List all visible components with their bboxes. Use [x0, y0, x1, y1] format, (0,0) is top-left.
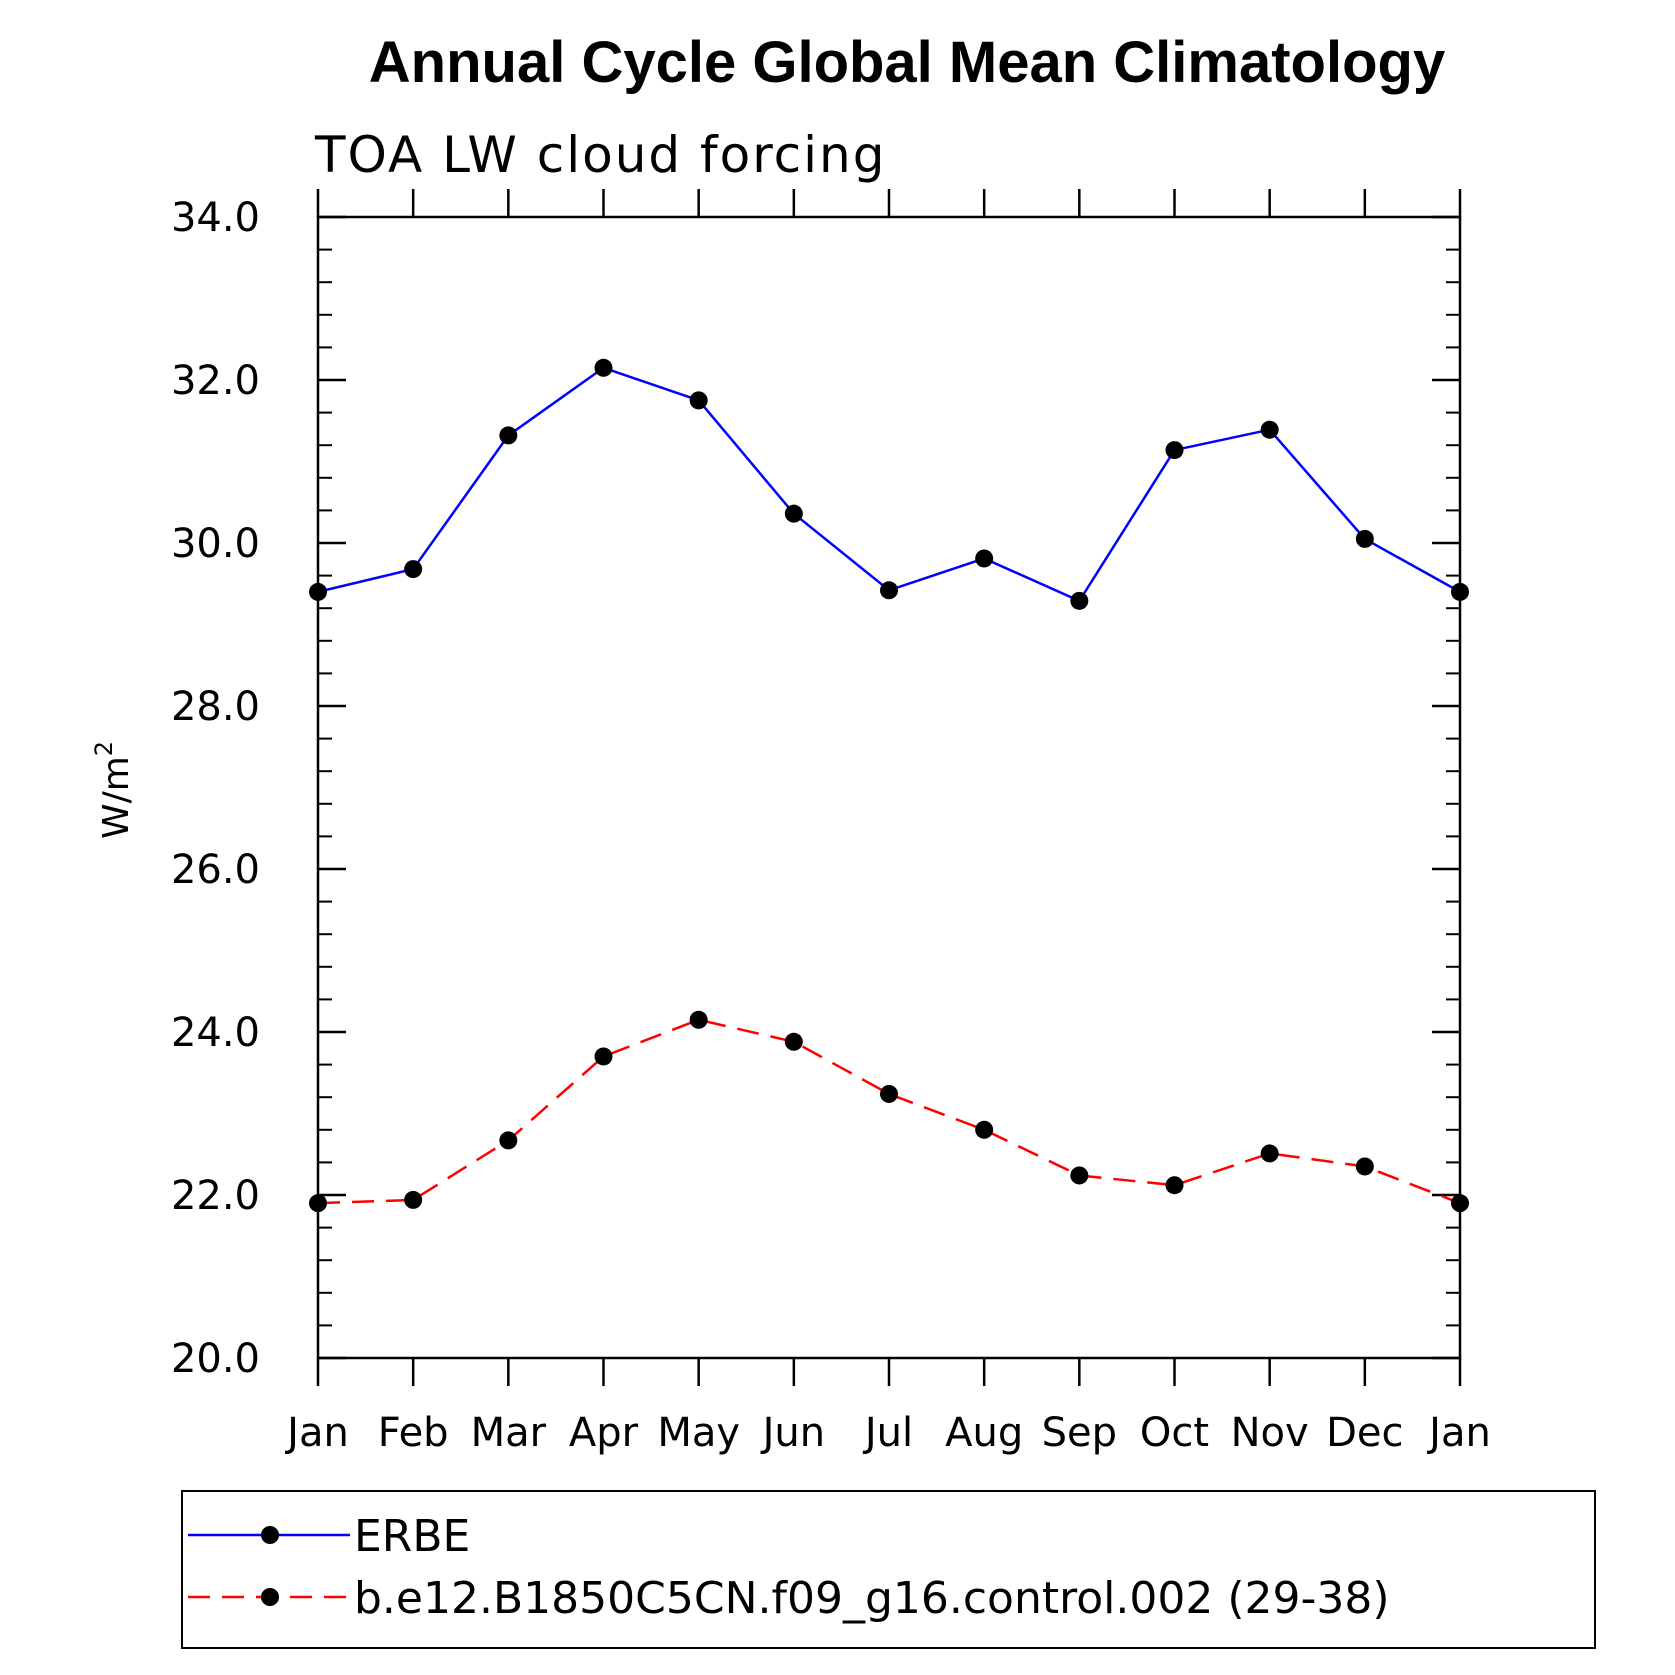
y-axis-label-base: W/m [96, 756, 137, 839]
x-tick-label: Dec [1326, 1410, 1403, 1456]
x-tick-label: Nov [1231, 1410, 1309, 1456]
data-point [784, 1032, 803, 1051]
data-point [784, 504, 803, 523]
data-point [880, 581, 898, 600]
series-layer [309, 358, 1469, 1213]
y-tick-label: 32.0 [171, 358, 260, 404]
data-point [499, 1131, 518, 1150]
legend-marker-2 [261, 1588, 279, 1606]
x-tick-label: Mar [471, 1410, 547, 1456]
data-point [1260, 1144, 1279, 1163]
data-point [309, 582, 327, 601]
legend-box [181, 1490, 1596, 1649]
y-tick-label: 34.0 [171, 195, 260, 241]
data-point [1260, 420, 1279, 439]
x-tick-label: Oct [1140, 1410, 1209, 1456]
data-point [309, 1194, 327, 1213]
x-tick-label: Apr [569, 1410, 639, 1456]
legend: ERBE b.e12.B1850C5CN.f09_g16.control.002 … [181, 1490, 1596, 1649]
data-point [404, 1190, 423, 1209]
x-tick-label: Jan [284, 1410, 349, 1456]
chart-subtitle: TOA LW cloud forcing [314, 126, 886, 184]
series-line-2 [317, 1018, 1461, 1205]
data-point [1451, 1194, 1469, 1213]
x-tick-label: Jun [760, 1410, 826, 1456]
y-tick-label: 22.0 [171, 1173, 260, 1219]
legend-label-2: b.e12.B1850C5CN.f09_g16.control.002 (29-… [354, 1573, 1390, 1624]
x-tick-label: Feb [378, 1410, 449, 1456]
y-tick-label: 20.0 [171, 1336, 260, 1382]
data-point [594, 1047, 613, 1066]
data-point [1070, 1166, 1089, 1185]
data-point [689, 1010, 708, 1029]
data-point [1451, 582, 1469, 601]
x-tick-label: Sep [1042, 1410, 1117, 1456]
data-point [1070, 591, 1089, 610]
data-point [1165, 1176, 1184, 1195]
y-axis-label-superscript: 2 [90, 741, 118, 756]
plot-frame [316, 215, 1462, 1360]
data-point [1355, 529, 1374, 548]
x-tick-label: Aug [945, 1410, 1023, 1456]
data-point [1165, 441, 1184, 460]
series-line-1 [317, 366, 1461, 603]
y-tick-label: 26.0 [171, 847, 260, 893]
data-point [880, 1084, 898, 1103]
y-tick-label: 28.0 [171, 684, 260, 730]
data-point [1355, 1157, 1374, 1176]
y-tick-label: 24.0 [171, 1010, 260, 1056]
data-point [404, 560, 423, 579]
data-point [689, 391, 708, 410]
x-tick-label: May [657, 1410, 740, 1456]
data-point [499, 426, 518, 445]
data-point [594, 358, 613, 377]
y-tick-label: 30.0 [171, 521, 260, 567]
data-point [975, 1120, 994, 1139]
chart-title: Annual Cycle Global Mean Climatology [369, 30, 1445, 95]
x-tick-label: Jul [862, 1410, 913, 1456]
data-point [975, 549, 994, 568]
legend-label-1: ERBE [354, 1511, 470, 1562]
axes: 20.0 22.0 24.0 26.0 28.0 30.0 32.0 34.0 Jan Feb Ma… [171, 189, 1491, 1456]
y-axis-label: W/m2 [90, 741, 137, 839]
legend-marker-1 [261, 1526, 279, 1544]
x-tick-label: Jan [1426, 1410, 1491, 1456]
